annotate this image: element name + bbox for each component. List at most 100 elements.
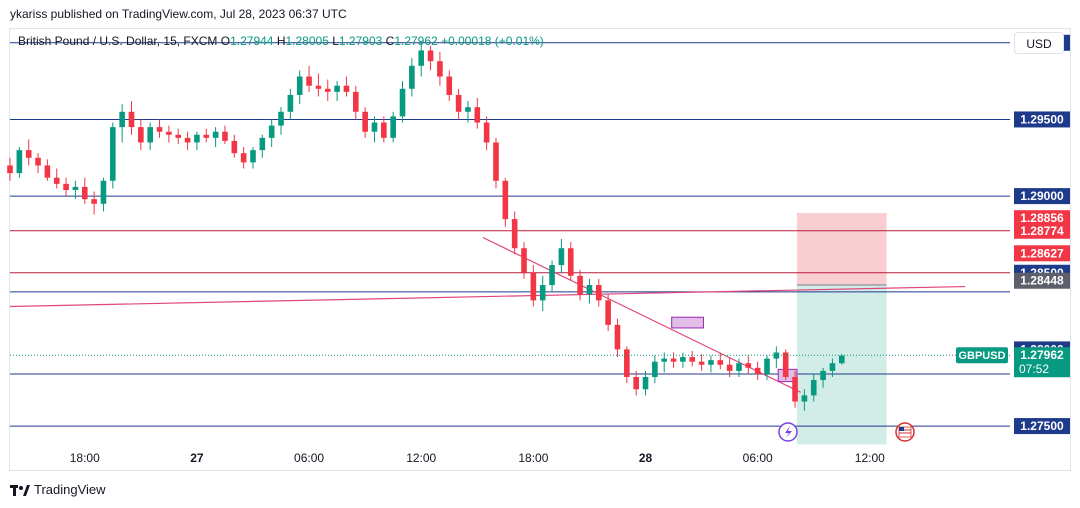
candle-body (455, 94, 462, 112)
candle-body (801, 395, 808, 402)
candle-body (91, 199, 97, 204)
candle (474, 97, 481, 129)
price-axis-label[interactable]: 1.29000 (1014, 188, 1070, 205)
countdown-text: 07:52 (1019, 362, 1049, 376)
current-price-text: 1.27962 (1020, 348, 1064, 362)
candle-body (128, 111, 135, 128)
candle (549, 260, 555, 292)
candle (633, 370, 639, 396)
price-label-bg (1014, 222, 1070, 239)
event-markers[interactable] (778, 422, 915, 442)
candle (698, 354, 705, 371)
trendline[interactable] (9, 285, 966, 308)
time-axis[interactable]: 18:00 27 06:00 12:00 18:00 28 06:00 12:00 (70, 451, 885, 465)
candle-body (240, 153, 247, 163)
candle-body (409, 65, 415, 89)
candle (268, 119, 275, 148)
candle-body (838, 355, 845, 364)
candle-body (222, 131, 228, 141)
rectangle-box[interactable] (671, 316, 704, 329)
candle (483, 116, 490, 151)
high-label: H (276, 34, 286, 48)
candle-body (483, 122, 490, 143)
event-icon-lightning[interactable] (778, 422, 798, 442)
candle-body (792, 377, 798, 402)
candle (577, 269, 583, 301)
candle (390, 111, 396, 143)
symbol-tag-text: GBPUSD (958, 350, 1005, 362)
price-axis-label[interactable]: 1.29500 (1014, 111, 1070, 128)
candle-body (474, 107, 481, 123)
close-label: C (385, 34, 395, 48)
candle (661, 352, 668, 373)
candle (156, 119, 163, 138)
candle (250, 147, 256, 169)
stop-loss-zone[interactable] (796, 212, 887, 286)
candle-body (287, 94, 294, 112)
currency-button[interactable]: USD (1014, 32, 1064, 54)
candle (642, 370, 649, 396)
price-axis-label[interactable]: 1.28856 (1014, 210, 1070, 227)
candle (91, 191, 97, 215)
price-axis-label[interactable]: 1.28448 (1014, 272, 1070, 289)
publisher-bar: ykariss published on TradingView.com, Ju… (0, 0, 1080, 28)
candle-body (614, 324, 621, 350)
horizontal-levels[interactable] (10, 42, 1010, 427)
candle (334, 81, 340, 102)
price-label-bg (1014, 272, 1070, 289)
candle-body (726, 364, 733, 371)
candle-body (166, 131, 172, 135)
brand-name: TradingView (34, 482, 106, 497)
candle (381, 116, 387, 143)
candle (446, 70, 453, 102)
candle (128, 101, 135, 135)
candle-body (362, 111, 368, 132)
candle (652, 355, 658, 384)
price-axis-label[interactable]: 1.28774 (1014, 222, 1070, 239)
candle (437, 51, 443, 86)
candle-body (175, 134, 182, 138)
candle-body (595, 285, 602, 301)
candle-body (493, 142, 499, 181)
candle-body (296, 76, 303, 95)
candle (7, 157, 13, 181)
event-icon-us-flag[interactable] (895, 422, 915, 442)
candle-body (782, 352, 789, 378)
candle (147, 122, 153, 151)
candle-body (72, 186, 79, 190)
published-text: ykariss published on TradingView.com, Ju… (10, 7, 347, 21)
price-axis-label[interactable]: 1.27500 (1014, 418, 1070, 435)
candle (231, 134, 238, 158)
candle (63, 177, 69, 197)
position-tool[interactable] (796, 212, 887, 445)
candle-body (399, 88, 406, 117)
candle-body (465, 107, 471, 112)
candle (371, 116, 378, 143)
chart-frame[interactable] (9, 28, 1071, 471)
candle-body (147, 127, 153, 143)
candle (614, 318, 621, 358)
candle (801, 389, 808, 411)
time-tick-label: 06:00 (294, 451, 324, 465)
candle-body (773, 352, 780, 359)
symbol-title[interactable]: British Pound / U.S. Dollar, 15, FXCM (18, 34, 218, 48)
candle (717, 352, 724, 370)
candle (782, 349, 789, 381)
candle (240, 147, 247, 169)
price-axis-label[interactable]: 1.28627 (1014, 245, 1070, 262)
candle-body (343, 85, 350, 92)
candle-body (306, 76, 312, 86)
candle (81, 177, 88, 204)
candle-body (530, 272, 537, 301)
candle (16, 147, 23, 178)
candle-body (212, 131, 219, 138)
candle (810, 373, 817, 402)
candle-body (81, 186, 88, 200)
open-value: 1.27944 (230, 34, 274, 48)
trendline[interactable] (482, 236, 801, 393)
rectangles[interactable] (671, 316, 798, 383)
candle (110, 122, 116, 189)
candle-body (754, 367, 761, 374)
